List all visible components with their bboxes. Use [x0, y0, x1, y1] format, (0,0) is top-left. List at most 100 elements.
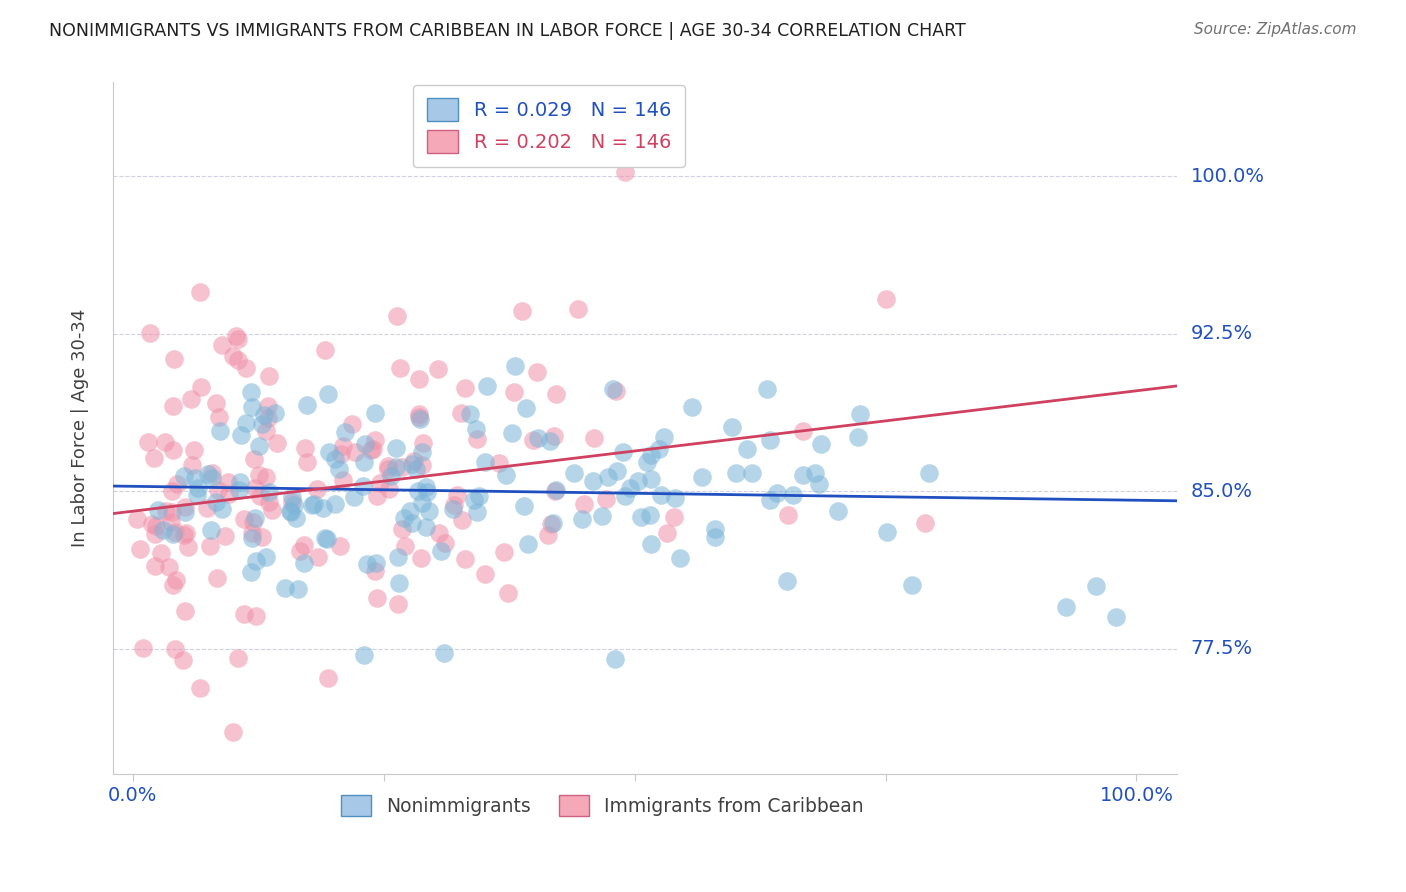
Point [235, 361, 257, 376]
Point [782, 488, 804, 502]
Point [186, 488, 208, 502]
Text: Source: ZipAtlas.com: Source: ZipAtlas.com [1194, 22, 1357, 37]
Point [394, 511, 416, 525]
Point [333, 425, 356, 439]
Point [352, 479, 374, 493]
Point [517, 536, 540, 550]
Point [323, 497, 346, 511]
Point [387, 597, 409, 611]
Point [703, 530, 725, 544]
Point [305, 482, 328, 496]
Point [332, 473, 354, 487]
Point [541, 516, 564, 530]
Point [152, 523, 174, 537]
Point [401, 516, 423, 530]
Point [463, 492, 485, 507]
Point [411, 458, 433, 472]
Point [307, 549, 329, 564]
Point [176, 540, 198, 554]
Point [190, 379, 212, 393]
Point [640, 537, 662, 551]
Point [1054, 599, 1077, 614]
Point [366, 489, 388, 503]
Point [249, 489, 271, 503]
Point [127, 512, 149, 526]
Point [364, 564, 387, 578]
Point [243, 481, 266, 495]
Point [418, 504, 440, 518]
Point [257, 485, 280, 500]
Point [245, 609, 267, 624]
Point [207, 410, 229, 425]
Point [380, 469, 402, 483]
Point [228, 332, 250, 346]
Point [254, 549, 277, 564]
Point [262, 503, 284, 517]
Point [208, 424, 231, 438]
Point [465, 505, 488, 519]
Point [808, 476, 831, 491]
Point [173, 604, 195, 618]
Point [605, 384, 627, 398]
Point [252, 530, 274, 544]
Point [143, 527, 166, 541]
Point [184, 471, 207, 485]
Text: NONIMMIGRANTS VS IMMIGRANTS FROM CARIBBEAN IN LABOR FORCE | AGE 30-34 CORRELATIO: NONIMMIGRANTS VS IMMIGRANTS FROM CARIBBE… [49, 22, 966, 40]
Point [394, 539, 416, 553]
Point [538, 434, 561, 448]
Point [411, 496, 433, 510]
Point [488, 456, 510, 470]
Point [143, 559, 166, 574]
Point [329, 539, 352, 553]
Point [233, 511, 256, 525]
Point [377, 459, 399, 474]
Point [172, 653, 194, 667]
Text: 92.5%: 92.5% [1191, 325, 1253, 343]
Point [163, 351, 186, 366]
Point [247, 468, 270, 483]
Point [581, 474, 603, 488]
Point [160, 515, 183, 529]
Point [636, 455, 658, 469]
Point [598, 470, 620, 484]
Point [205, 396, 228, 410]
Point [149, 546, 172, 560]
Point [254, 424, 277, 438]
Point [502, 385, 524, 400]
Point [640, 471, 662, 485]
Point [292, 557, 315, 571]
Point [240, 531, 263, 545]
Point [415, 480, 437, 494]
Text: 85.0%: 85.0% [1191, 482, 1253, 500]
Point [226, 353, 249, 368]
Point [200, 539, 222, 553]
Point [411, 550, 433, 565]
Point [201, 470, 224, 484]
Point [503, 359, 526, 374]
Point [297, 455, 319, 469]
Point [257, 368, 280, 383]
Point [284, 511, 307, 525]
Point [323, 451, 346, 466]
Point [252, 417, 274, 431]
Point [173, 468, 195, 483]
Point [602, 383, 624, 397]
Point [527, 431, 550, 445]
Point [427, 526, 450, 541]
Point [450, 512, 472, 526]
Point [364, 434, 387, 448]
Point [630, 510, 652, 524]
Point [391, 459, 413, 474]
Point [443, 498, 465, 512]
Point [353, 455, 375, 469]
Point [406, 483, 429, 498]
Point [218, 487, 240, 501]
Point [404, 454, 426, 468]
Point [254, 470, 277, 484]
Point [755, 382, 778, 396]
Point [328, 462, 350, 476]
Point [474, 566, 496, 581]
Point [188, 681, 211, 696]
Point [433, 646, 456, 660]
Point [415, 520, 437, 534]
